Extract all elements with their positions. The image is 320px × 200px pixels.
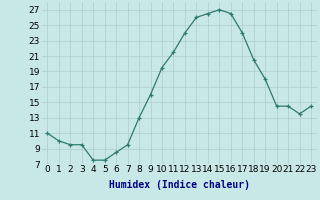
- X-axis label: Humidex (Indice chaleur): Humidex (Indice chaleur): [109, 180, 250, 190]
